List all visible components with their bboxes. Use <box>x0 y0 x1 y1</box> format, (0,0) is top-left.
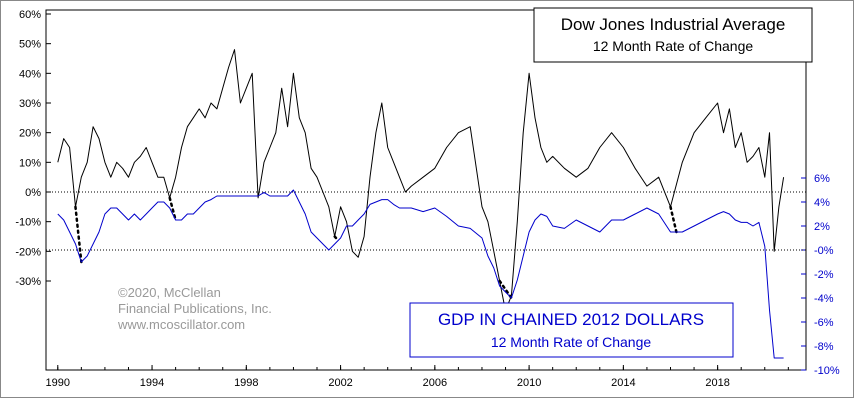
right-tick-label: -0% <box>814 245 834 257</box>
x-tick-label: 2002 <box>328 377 352 389</box>
x-tick-label: 2010 <box>517 377 541 389</box>
series-layer <box>57 49 785 359</box>
zero-lines <box>46 191 806 251</box>
left-tick-label: 40% <box>19 68 41 80</box>
x-tick-label: 2018 <box>705 377 729 389</box>
dow-subtitle: 12 Month Rate of Change <box>593 38 754 54</box>
watermark-line-1: ©2020, McClellan <box>118 285 221 300</box>
right-tick-label: 2% <box>814 221 830 233</box>
gdp-title: GDP IN CHAINED 2012 DOLLARS <box>438 310 704 329</box>
left-tick-label: 20% <box>19 128 41 140</box>
watermark: ©2020, McClellan Financial Publications,… <box>117 285 272 332</box>
x-tick-label: 2014 <box>611 377 635 389</box>
right-axis: 6% 4% 2% -0% -2% -4% -6% -8% -10% <box>801 173 840 377</box>
gdp-subtitle: 12 Month Rate of Change <box>491 334 652 350</box>
title-box-bottom-frame <box>409 302 734 358</box>
left-tick-label: 30% <box>19 98 41 110</box>
dotted-connector <box>669 205 678 234</box>
x-axis: 1990 1994 1998 2002 2006 2010 2014 2018 <box>46 365 789 389</box>
right-tick-label: -4% <box>814 293 834 305</box>
watermark-line-2: Financial Publications, Inc. <box>118 301 272 316</box>
x-tick-label: 1998 <box>234 377 258 389</box>
right-tick-label: 4% <box>814 197 830 209</box>
title-box-top-frame <box>533 7 813 63</box>
x-tick-label: 1990 <box>46 377 70 389</box>
dotted-connector <box>168 196 177 222</box>
left-tick-label: 10% <box>19 157 41 169</box>
title-box-bottom: GDP IN CHAINED 2012 DOLLARS 12 Month Rat… <box>409 302 734 358</box>
dotted-connector <box>74 205 83 264</box>
right-tick-label: -6% <box>814 317 834 329</box>
dotted-connector <box>333 235 340 242</box>
left-tick-label: 60% <box>19 9 41 21</box>
left-axis: 60% 50% 40% 30% 20% 10% 0% -10% -20% -30% <box>15 9 51 288</box>
left-tick-label: 0% <box>25 187 41 199</box>
left-tick-label: -10% <box>15 217 41 229</box>
right-tick-label: 6% <box>814 173 830 185</box>
dow-title: Dow Jones Industrial Average <box>561 15 786 34</box>
x-tick-label: 1994 <box>140 377 164 389</box>
dow-series-line <box>57 49 785 312</box>
right-tick-label: -8% <box>814 341 834 353</box>
x-tick-label: 2006 <box>423 377 447 389</box>
dotted-connectors <box>74 196 678 300</box>
dotted-connector <box>498 279 513 300</box>
title-box-top: Dow Jones Industrial Average 12 Month Ra… <box>533 7 813 63</box>
plot-frame <box>45 9 807 371</box>
left-tick-label: -30% <box>15 276 41 288</box>
left-tick-label: 50% <box>19 39 41 51</box>
watermark-line-3: www.mcoscillator.com <box>117 317 245 332</box>
gdp-series-line <box>57 189 784 359</box>
left-tick-label: -20% <box>15 246 41 258</box>
right-tick-label: -10% <box>814 365 840 377</box>
right-tick-label: -2% <box>814 269 834 281</box>
